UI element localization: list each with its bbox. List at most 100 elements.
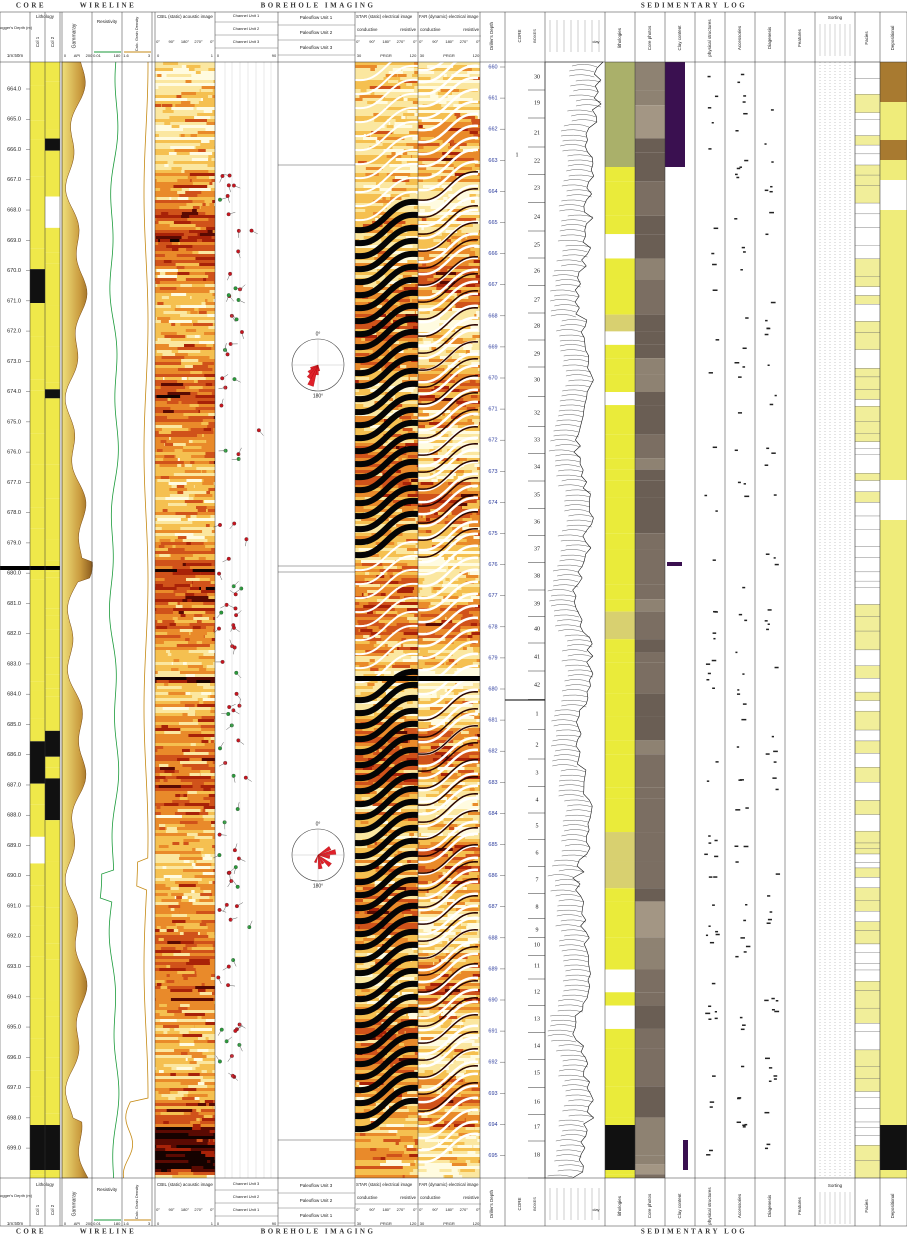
image-speckle xyxy=(156,1145,171,1149)
image-speckle xyxy=(159,464,178,468)
image-speckle xyxy=(386,1124,405,1128)
image-speckle xyxy=(403,794,410,798)
image-speckle xyxy=(460,608,480,612)
image-speckle xyxy=(192,1124,201,1128)
image-row xyxy=(355,659,418,663)
image-speckle xyxy=(182,764,209,768)
bedding-trace xyxy=(355,406,418,442)
image-speckle xyxy=(386,1031,406,1035)
image-speckle xyxy=(201,1070,207,1074)
image-speckle xyxy=(367,167,380,171)
bedding-trace xyxy=(418,952,479,984)
image-speckle xyxy=(382,815,407,819)
image-speckle xyxy=(176,896,182,900)
tadpole xyxy=(227,173,232,178)
image-speckle xyxy=(445,788,470,792)
image-speckle xyxy=(177,758,196,762)
image-speckle xyxy=(174,917,191,921)
image-row xyxy=(355,83,418,87)
image-speckle xyxy=(451,1169,458,1173)
image-speckle xyxy=(213,1001,215,1005)
image-speckle xyxy=(176,95,182,99)
image-speckle xyxy=(411,656,418,660)
bedding-trace xyxy=(418,232,479,264)
image-speckle xyxy=(422,950,440,954)
image-speckle xyxy=(418,1106,440,1110)
tadpole xyxy=(224,602,229,607)
image-speckle xyxy=(464,1079,480,1083)
image-speckle xyxy=(438,905,453,909)
image-speckle xyxy=(453,104,463,108)
image-speckle xyxy=(383,530,396,534)
image-speckle xyxy=(475,830,480,834)
image-speckle xyxy=(157,302,164,306)
image-speckle xyxy=(393,509,403,513)
image-row xyxy=(155,515,215,519)
image-speckle xyxy=(365,650,390,654)
image-speckle xyxy=(458,299,475,303)
image-row xyxy=(155,371,215,375)
image-speckle xyxy=(176,278,191,282)
bedding-trace xyxy=(418,544,479,576)
bedding-trace xyxy=(418,388,479,420)
lithology-bed xyxy=(45,696,60,731)
image-speckle xyxy=(179,1019,183,1023)
image-row xyxy=(155,140,215,144)
bedding-trace xyxy=(355,190,418,222)
image-speckle xyxy=(202,872,215,876)
image-speckle xyxy=(164,455,175,459)
image-speckle xyxy=(397,74,407,78)
image-row xyxy=(155,1070,215,1074)
bedding-trace xyxy=(418,62,458,84)
image-speckle xyxy=(457,1079,471,1083)
image-speckle xyxy=(465,554,480,558)
image-speckle xyxy=(159,779,181,783)
image-speckle xyxy=(435,179,459,183)
image-speckle xyxy=(456,116,476,120)
image-speckle xyxy=(184,704,202,708)
tadpole xyxy=(217,1059,222,1064)
image-speckle xyxy=(164,443,186,447)
bedding-trace xyxy=(418,426,479,456)
image-speckle xyxy=(464,62,480,66)
image-speckle xyxy=(177,1088,186,1092)
image-speckle xyxy=(407,401,418,405)
image-speckle xyxy=(452,173,467,177)
image-speckle xyxy=(195,353,211,357)
image-speckle xyxy=(369,941,395,945)
rose-label: 180° xyxy=(313,883,323,889)
image-speckle xyxy=(383,974,398,978)
image-row xyxy=(355,1082,418,1086)
image-speckle xyxy=(400,656,412,660)
image-speckle xyxy=(420,911,443,915)
image-speckle xyxy=(166,1109,193,1113)
image-speckle xyxy=(395,1142,399,1146)
image-speckle xyxy=(391,902,402,906)
image-speckle xyxy=(179,1127,193,1131)
image-speckle xyxy=(404,269,418,273)
image-speckle xyxy=(161,1169,167,1173)
image-row xyxy=(155,905,215,909)
image-speckle xyxy=(397,872,418,876)
image-speckle xyxy=(198,359,214,363)
image-speckle xyxy=(430,206,440,210)
image-speckle xyxy=(425,491,452,495)
image-speckle xyxy=(419,698,439,702)
bedding-trace xyxy=(355,484,418,520)
image-speckle xyxy=(365,464,393,468)
image-speckle xyxy=(388,1130,404,1134)
image-speckle xyxy=(417,374,418,378)
image-speckle xyxy=(178,770,201,774)
image-speckle xyxy=(458,533,468,537)
bedding-trace xyxy=(418,62,445,72)
image-speckle xyxy=(199,233,215,237)
image-row xyxy=(355,71,418,75)
image-speckle xyxy=(421,833,443,837)
image-speckle xyxy=(366,1001,387,1005)
image-row xyxy=(155,1094,215,1098)
image-speckle xyxy=(172,842,180,846)
bedding-trace xyxy=(418,508,479,540)
image-speckle xyxy=(388,1010,401,1014)
image-speckle xyxy=(401,245,413,249)
bedding-trace xyxy=(355,224,418,260)
